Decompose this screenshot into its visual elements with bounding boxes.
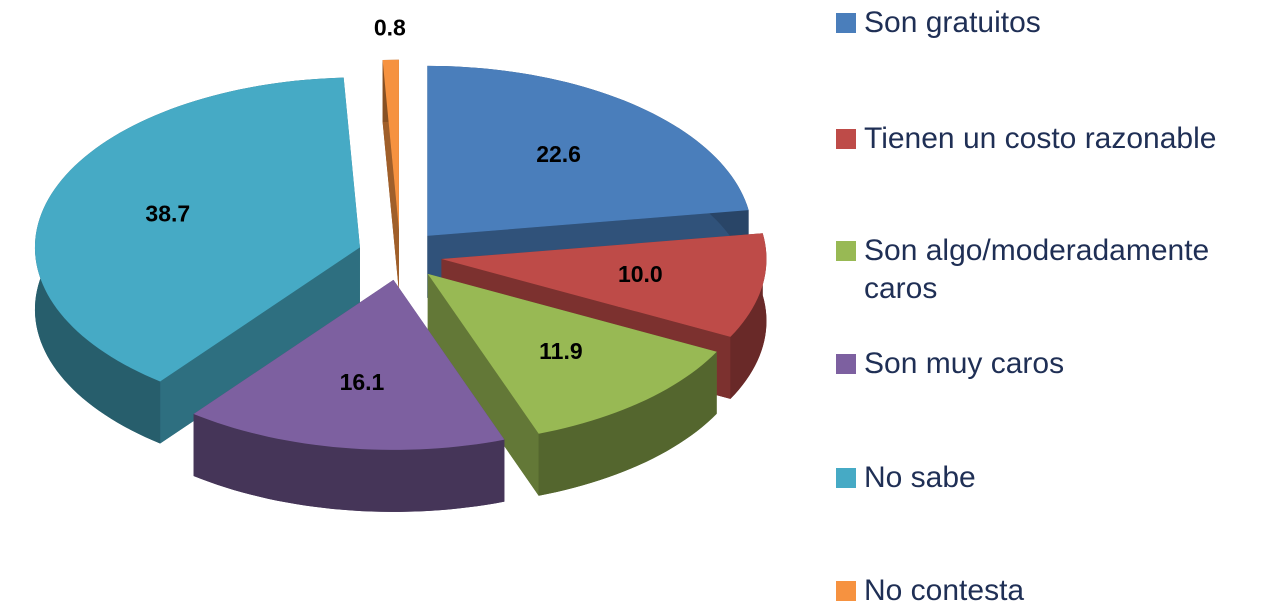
data-label: 22.6	[536, 141, 581, 167]
slice	[34, 77, 360, 444]
legend-label: No contesta	[864, 574, 1025, 607]
legend-item: Son muy caros	[836, 345, 1266, 383]
slice	[382, 59, 399, 292]
slice-top	[193, 279, 505, 450]
legend-label: Son algo/moderadamente caros	[864, 234, 1210, 305]
slice-outer-wall	[538, 351, 717, 496]
legend-item: Son algo/moderadamente caros	[836, 232, 1266, 308]
slice-top	[427, 65, 749, 236]
data-label: 10.0	[618, 261, 663, 287]
data-label: 11.9	[539, 338, 583, 364]
data-label: 0.8	[374, 15, 406, 41]
slice-top	[427, 273, 717, 434]
legend-swatch	[836, 581, 856, 601]
legend-swatch	[836, 13, 856, 33]
legend-swatch	[836, 354, 856, 374]
slice-top	[441, 233, 767, 337]
legend: Son gratuitos Tienen un costo razonable So…	[836, 0, 1266, 607]
data-label: 16.1	[340, 369, 385, 395]
legend-item: No contesta	[836, 572, 1266, 610]
legend-label: Son muy caros	[864, 347, 1065, 380]
legend-swatch	[836, 129, 856, 149]
legend-label: No sabe	[864, 461, 976, 494]
slice-wall	[427, 273, 539, 496]
slice	[193, 279, 505, 512]
legend-swatch	[836, 468, 856, 488]
slice-outer-wall	[193, 413, 505, 512]
legend-swatch	[836, 241, 856, 261]
slice	[427, 273, 717, 496]
legend-item: Tienen un costo razonable	[836, 120, 1266, 158]
slice-top	[34, 77, 360, 382]
legend-item: Son gratuitos	[836, 4, 1266, 42]
legend-label: Tienen un costo razonable	[864, 122, 1217, 155]
legend-label: Son gratuitos	[864, 6, 1041, 39]
data-label: 38.7	[145, 201, 190, 227]
legend-item: No sabe	[836, 459, 1266, 497]
chart: 22.6 10.0 11.9 16.1 38.7 0.8	[34, 15, 767, 512]
slice-top	[382, 59, 399, 230]
slice-outer-wall	[730, 233, 767, 399]
slice-wall	[160, 247, 360, 444]
